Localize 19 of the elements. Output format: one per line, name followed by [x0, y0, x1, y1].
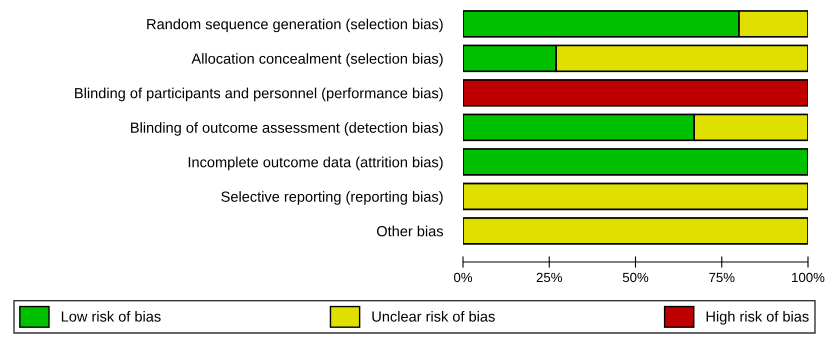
legend-label: Unclear risk of bias — [372, 310, 495, 322]
x-tick-label: 25% — [536, 272, 562, 282]
y-tick-label: Selective reporting (reporting bias) — [221, 191, 443, 205]
legend-label: High risk of bias — [706, 310, 809, 325]
y-tick-label: Random sequence generation (selection bias) — [147, 18, 443, 32]
y-tick-label: Blinding of participants and personnel (performance bias) — [75, 88, 443, 102]
bar — [463, 148, 808, 176]
bar — [463, 182, 808, 210]
bar — [463, 217, 808, 245]
bar — [463, 79, 808, 107]
x-tick-label: 75% — [709, 272, 734, 282]
y-tick-label: Allocation concealment (selection bias) — [192, 53, 443, 67]
y-tick-label: Incomplete outcome data (attrition bias) — [188, 156, 443, 170]
y-tick-label: Other bias — [376, 226, 444, 236]
x-tick-label: 0% — [454, 272, 472, 282]
x-tick-label: 100% — [792, 272, 824, 282]
legend-label: Low risk of bias — [62, 310, 161, 322]
y-tick-label: Blinding of outcome assessment (detection bias) — [131, 122, 443, 136]
x-tick-label: 50% — [622, 272, 648, 282]
